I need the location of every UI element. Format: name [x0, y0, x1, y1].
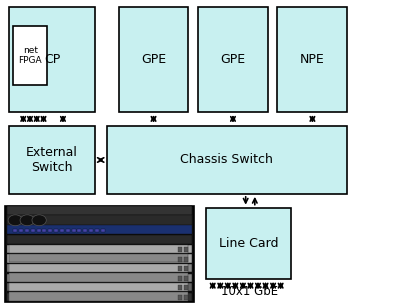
Text: Line Card: Line Card	[219, 237, 278, 250]
Bar	[37, 229, 40, 232]
Bar	[54, 229, 58, 232]
Circle shape	[20, 215, 34, 226]
Bar	[31, 229, 35, 232]
Bar	[9, 126, 95, 194]
Bar	[7, 245, 192, 253]
Bar	[118, 7, 188, 112]
Bar	[184, 276, 188, 281]
Text: 10x1 GbE: 10x1 GbE	[221, 285, 278, 298]
Bar	[198, 7, 268, 112]
Bar	[184, 257, 188, 262]
Circle shape	[32, 215, 46, 226]
Bar	[5, 206, 194, 302]
Bar	[206, 207, 291, 279]
Bar	[178, 285, 182, 290]
Bar	[7, 274, 192, 282]
Bar	[83, 229, 87, 232]
Bar	[278, 7, 347, 112]
Bar	[9, 283, 188, 291]
Bar	[7, 283, 192, 291]
Bar	[7, 215, 192, 225]
Bar	[7, 293, 192, 301]
Text: NPE: NPE	[300, 53, 324, 66]
Bar	[7, 264, 192, 272]
Bar	[72, 229, 76, 232]
Text: External
Switch: External Switch	[26, 146, 78, 174]
Bar	[101, 229, 105, 232]
Bar	[13, 26, 47, 85]
Bar	[9, 292, 188, 301]
Bar	[178, 247, 182, 252]
Bar	[107, 126, 347, 194]
Bar	[184, 247, 188, 252]
Bar	[7, 225, 192, 234]
Bar	[9, 7, 95, 112]
Bar	[7, 216, 192, 225]
Bar	[9, 254, 188, 263]
Bar	[7, 206, 192, 215]
Bar	[184, 266, 188, 271]
Bar	[9, 263, 188, 272]
Bar	[60, 229, 64, 232]
Bar	[77, 229, 81, 232]
Bar	[178, 266, 182, 271]
Bar	[48, 229, 52, 232]
Bar	[95, 229, 99, 232]
Bar	[9, 244, 188, 253]
Text: Chassis Switch: Chassis Switch	[180, 153, 273, 166]
Bar	[7, 254, 192, 263]
Text: CP: CP	[44, 53, 60, 66]
Bar	[89, 229, 93, 232]
Bar	[178, 295, 182, 300]
Text: GPE: GPE	[141, 53, 166, 66]
Bar	[19, 229, 23, 232]
Bar	[178, 257, 182, 262]
Bar	[9, 273, 188, 282]
Bar	[25, 229, 29, 232]
Bar	[184, 295, 188, 300]
Bar	[7, 226, 192, 234]
Bar	[13, 229, 17, 232]
Bar	[7, 207, 192, 215]
Circle shape	[8, 215, 22, 226]
Bar	[7, 235, 192, 244]
Bar	[178, 276, 182, 281]
Text: net
FPGA: net FPGA	[18, 46, 42, 65]
Bar	[42, 229, 46, 232]
Text: GPE: GPE	[220, 53, 245, 66]
Bar	[66, 229, 70, 232]
Bar	[184, 285, 188, 290]
